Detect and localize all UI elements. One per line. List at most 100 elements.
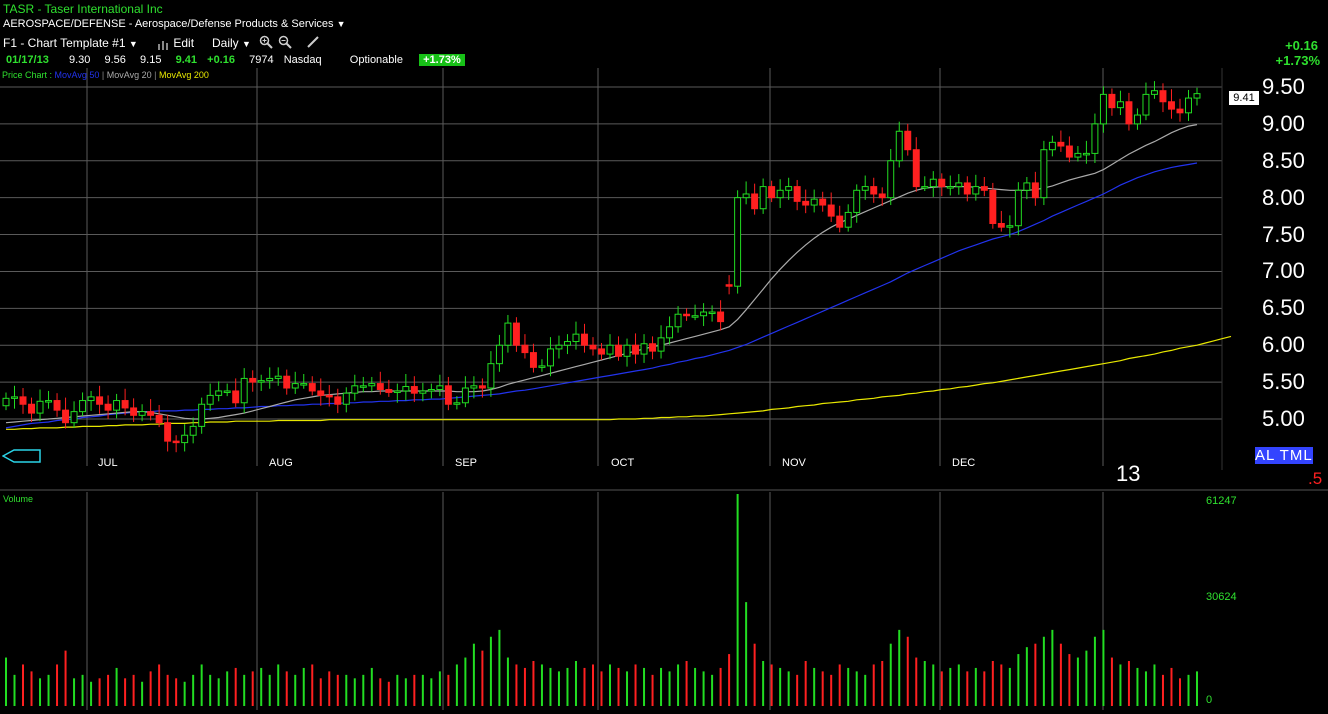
- candle-body: [138, 411, 146, 416]
- zoom-in-icon[interactable]: [259, 35, 273, 49]
- scroll-handle[interactable]: [1, 449, 42, 463]
- candle-body: [368, 383, 376, 387]
- chevron-down-icon: ▼: [128, 39, 138, 49]
- candle-body: [444, 385, 452, 405]
- candle-body: [419, 390, 427, 394]
- candle-body: [725, 284, 733, 287]
- ma200-line: [6, 335, 1232, 430]
- candle-body: [274, 375, 282, 379]
- candle-body: [759, 186, 767, 210]
- candle-body: [912, 149, 920, 188]
- candle-body: [283, 375, 291, 389]
- candle-body: [164, 422, 172, 442]
- candle-body: [70, 411, 78, 424]
- pencil-icon[interactable]: [306, 35, 320, 49]
- bar-chart-icon: [158, 39, 170, 50]
- period-selector[interactable]: Daily ▼: [212, 36, 251, 50]
- candle-body: [147, 411, 155, 416]
- edit-button[interactable]: Edit: [158, 36, 194, 50]
- price-tick-label: 8.00: [1262, 184, 1305, 210]
- candle-body: [861, 186, 869, 191]
- candle-body: [904, 130, 912, 151]
- template-selector[interactable]: F1 - Chart Template #1 ▼: [3, 36, 138, 50]
- candle-body: [853, 189, 861, 213]
- candle-body: [121, 400, 129, 409]
- candle-body: [266, 377, 274, 382]
- quote-line: 01/17/13 9.30 9.56 9.15 9.41 +0.16 7974 …: [6, 54, 465, 66]
- candle-body: [308, 383, 316, 392]
- industry-selector[interactable]: AEROSPACE/DEFENSE - Aerospace/Defense Pr…: [3, 18, 346, 30]
- candle-body: [359, 385, 367, 388]
- candle-body: [666, 326, 674, 339]
- price-tick-label: 6.00: [1262, 332, 1305, 358]
- year-label: 13: [1116, 461, 1141, 486]
- optionable-label: Optionable: [349, 54, 403, 66]
- candle-body: [1031, 182, 1039, 199]
- candle-body: [1074, 152, 1082, 158]
- candle-body: [589, 344, 597, 350]
- candle-body: [53, 400, 61, 411]
- quote-close: 9.41: [175, 54, 198, 66]
- candle-body: [529, 352, 537, 368]
- candle-body: [546, 348, 554, 367]
- legend-price-chart: Price Chart :: [2, 70, 53, 80]
- candle-body: [342, 392, 350, 405]
- price-tick-label: 8.50: [1262, 147, 1305, 173]
- candle-body: [598, 348, 605, 355]
- quote-low: 9.15: [140, 54, 162, 66]
- candle-body: [946, 186, 954, 189]
- period-label: Daily: [212, 36, 239, 50]
- candle-body: [742, 193, 750, 199]
- candle-body: [1023, 182, 1031, 191]
- candle-body: [623, 344, 631, 357]
- chart-legend: Price Chart : MovAvg 50 | MovAvg 20 | Mo…: [2, 70, 209, 80]
- candle-body: [155, 414, 163, 424]
- zoom-out-icon[interactable]: [278, 35, 292, 49]
- candle-body: [581, 333, 588, 346]
- quote-date: 01/17/13: [6, 54, 49, 66]
- candle-body: [819, 198, 827, 206]
- candle-body: [334, 396, 342, 405]
- candle-body: [181, 434, 189, 444]
- candle-body: [504, 322, 512, 346]
- candle-body: [887, 160, 895, 199]
- candle-body: [427, 388, 435, 392]
- candle-body: [895, 130, 903, 162]
- altml-toggle[interactable]: AL TML: [1255, 447, 1313, 464]
- candle-body: [1150, 90, 1158, 95]
- candle-body: [172, 440, 180, 444]
- candle-body: [810, 198, 818, 206]
- candle-body: [62, 409, 70, 424]
- candle-body: [249, 377, 257, 383]
- candle-body: [487, 363, 495, 389]
- candle-body: [1159, 90, 1167, 103]
- candle-body: [1193, 93, 1201, 99]
- legend-ma200: MovAvg 200: [159, 70, 209, 80]
- candle-body: [393, 390, 401, 393]
- candle-body: [11, 396, 18, 399]
- candle-body: [921, 186, 929, 189]
- candle-body: [1168, 101, 1175, 110]
- chevron-down-icon: ▼: [336, 19, 346, 29]
- candle-body: [512, 322, 520, 346]
- chevron-down-icon: ▼: [242, 39, 251, 49]
- candle-body: [768, 186, 776, 199]
- candle-body: [461, 387, 469, 404]
- candle-body: [1082, 152, 1090, 156]
- right-pct-change: +1.73%: [1275, 53, 1320, 68]
- candle-body: [1091, 123, 1099, 154]
- candle-body: [317, 390, 325, 396]
- volume-scale-max: 61247: [1206, 495, 1237, 507]
- candle-body: [1065, 145, 1073, 158]
- candle-body: [700, 311, 708, 317]
- candle-body: [802, 200, 810, 206]
- candle-body: [640, 343, 648, 355]
- candle-body: [325, 394, 333, 398]
- legend-ma50: MovAvg 50: [54, 70, 100, 80]
- candle-body: [632, 344, 640, 355]
- candle-body: [606, 344, 614, 355]
- candle-body: [410, 386, 418, 394]
- candle-body: [1108, 93, 1116, 109]
- price-tick-label: 5.50: [1262, 369, 1305, 395]
